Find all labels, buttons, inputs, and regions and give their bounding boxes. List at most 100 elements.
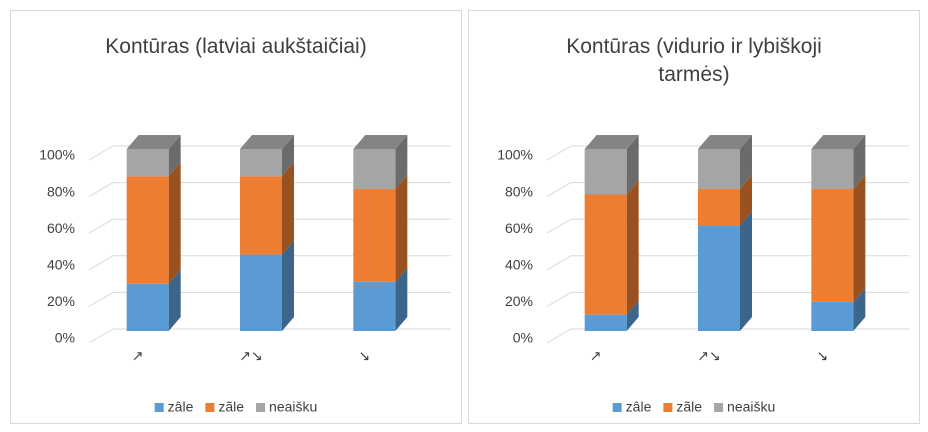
bar-side (740, 211, 752, 331)
bar-side (853, 287, 866, 331)
bar (698, 135, 752, 190)
y-tick-label: 0% (55, 330, 75, 346)
bar-side (626, 300, 639, 331)
chart: 0% 20% 40% 60% 80% 100% ↗ ↗↘ ↘ zâle zãle neaišku (39, 135, 451, 415)
y-tick-label: 80% (505, 183, 533, 199)
bar-top (126, 135, 181, 149)
bar (126, 162, 181, 284)
y-tick-label: 20% (505, 293, 533, 309)
chart-panel: Kontūras (vidurio ir lybiškoji tarmės) 0… (468, 10, 920, 424)
bar (240, 135, 294, 177)
x-tick-label: ↘ (358, 348, 370, 364)
bar (353, 267, 408, 331)
bar-side (168, 269, 181, 331)
grid-line (88, 218, 114, 234)
bar-front (240, 149, 282, 177)
grid-line (546, 145, 572, 161)
legend-label: neaišku (727, 399, 775, 415)
bar-side (395, 175, 408, 282)
bar (811, 175, 866, 302)
x-tick-label: ↗↘ (697, 348, 720, 364)
bar-front (698, 149, 740, 190)
bar-top (698, 135, 752, 149)
x-tick-label: ↗↘ (239, 348, 262, 364)
bar-side (282, 162, 294, 255)
legend-label: zãle (218, 399, 244, 415)
legend-swatch (256, 403, 266, 412)
x-tick-label: ↗ (132, 348, 144, 364)
bar-side (853, 135, 866, 190)
bar-side (168, 135, 181, 177)
bar-top (353, 135, 408, 149)
chart-title: Kontūras (latviai aukštaičiai) (105, 35, 367, 58)
y-tick-label: 60% (47, 220, 75, 236)
bar-front (126, 283, 169, 331)
bar-front (811, 189, 854, 302)
bar-front (353, 189, 396, 282)
bar-side (626, 180, 639, 315)
grid-line (88, 255, 114, 271)
legend-swatch (612, 403, 622, 412)
legend-swatch (154, 403, 164, 412)
bar-front (353, 281, 396, 331)
y-tick-label: 40% (505, 257, 533, 273)
grid-line (546, 328, 572, 344)
chart: 0% 20% 40% 60% 80% 100% ↗ ↗↘ ↘ zâle zãle neaišku (497, 135, 909, 415)
bar-front (811, 301, 854, 331)
bar-front (240, 254, 282, 331)
bar-side (626, 135, 639, 195)
bar-front (584, 314, 627, 331)
grid-line (546, 291, 572, 307)
bar (126, 269, 181, 331)
bar-front (584, 149, 627, 195)
chart-title: Kontūras (vidurio ir lybiškoji tarmės) (566, 35, 822, 86)
bar (584, 180, 639, 315)
y-tick-label: 20% (47, 293, 75, 309)
y-tick-label: 100% (497, 147, 533, 163)
bar-side (282, 135, 294, 177)
bar-front (126, 176, 169, 284)
x-tick-label: ↗ (590, 348, 602, 364)
legend-swatch (714, 403, 724, 412)
bar-top (584, 135, 639, 149)
y-tick-label: 100% (39, 147, 75, 163)
bar-front (698, 225, 740, 331)
bar (811, 287, 866, 331)
legend-label: neaišku (269, 399, 317, 415)
grid-line (88, 182, 114, 198)
legend: zâle zãle neaišku (612, 399, 775, 415)
bar-side (168, 162, 181, 284)
bar (240, 162, 294, 255)
bar (698, 211, 752, 331)
grid-line (88, 145, 114, 161)
bar (584, 300, 639, 331)
bar-front (126, 149, 169, 177)
bar-side (853, 175, 866, 302)
bar-front (811, 149, 854, 190)
legend-swatch (205, 403, 215, 412)
bar-front (240, 176, 282, 255)
bar-side (282, 240, 294, 331)
grid-line (546, 255, 572, 271)
y-tick-label: 80% (47, 183, 75, 199)
bar-side (740, 135, 752, 190)
bar-side (395, 267, 408, 331)
grid-line (88, 291, 114, 307)
bar (584, 135, 639, 195)
legend: zâle zãle neaišku (154, 399, 317, 415)
legend-label: zâle (168, 399, 194, 415)
legend-label: zâle (626, 399, 652, 415)
bar (240, 240, 294, 331)
bar (698, 175, 752, 226)
grid-line (546, 182, 572, 198)
bar-front (584, 194, 627, 315)
bar (353, 135, 408, 190)
x-tick-label: ↘ (816, 348, 828, 364)
bar (126, 135, 181, 177)
bar-side (395, 135, 408, 190)
bar-top (240, 135, 294, 149)
legend-swatch (663, 403, 673, 412)
bar (811, 135, 866, 190)
grid-line (546, 218, 572, 234)
